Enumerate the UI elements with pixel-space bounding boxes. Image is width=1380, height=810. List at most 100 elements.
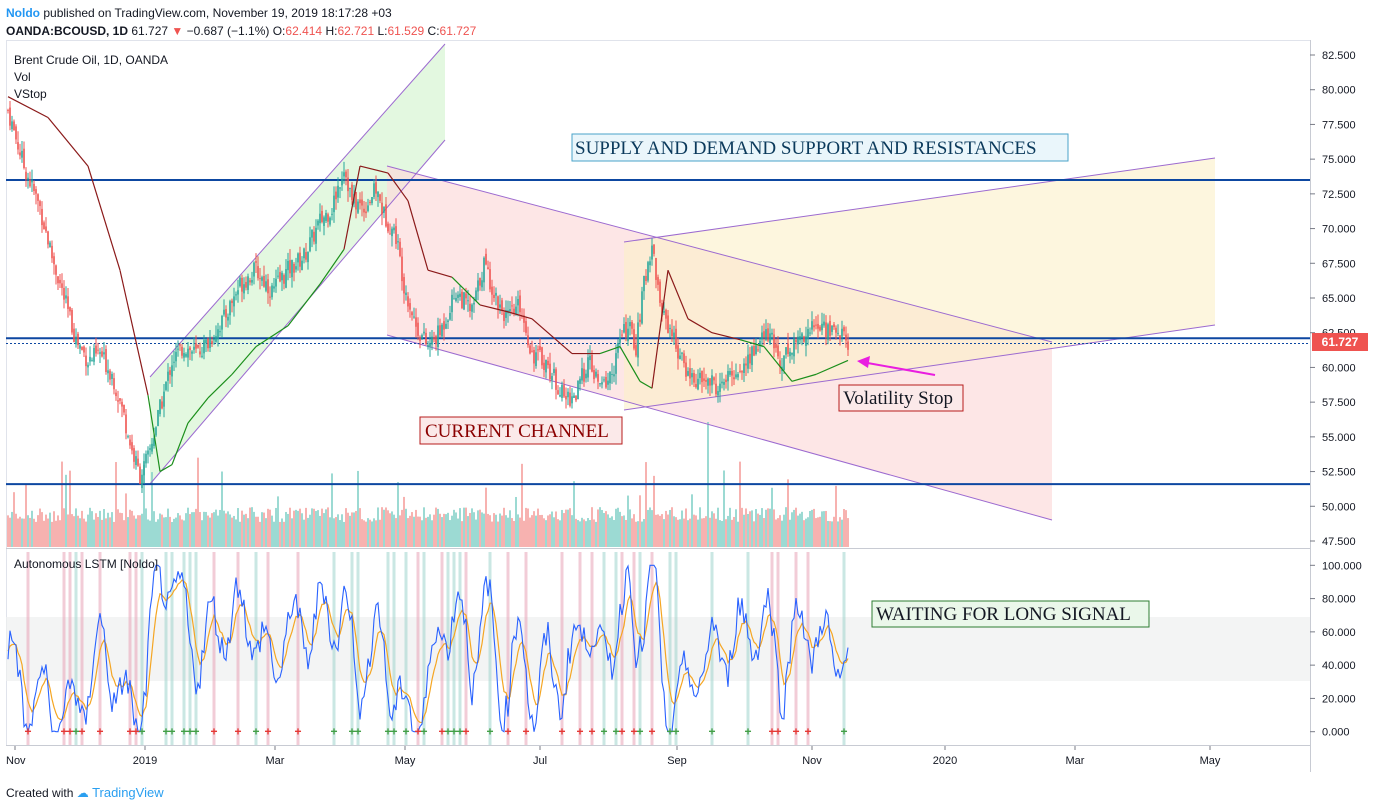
vstop-segment	[255, 325, 289, 348]
candle-body	[811, 321, 813, 330]
volume-bar	[309, 514, 311, 547]
candle-body	[727, 371, 729, 382]
footer: Created with ☁ TradingView	[6, 785, 164, 800]
lstm-signal-bar	[296, 552, 300, 745]
volume-bar	[727, 515, 729, 547]
candle-body	[157, 410, 159, 427]
candle-body	[549, 363, 551, 380]
price-tick-label: 80.000	[1322, 85, 1356, 97]
volume-bar	[477, 510, 479, 547]
candle-body	[721, 381, 723, 384]
legend-vol: Vol	[14, 70, 31, 84]
candle-body	[39, 201, 41, 207]
volume-bar	[457, 518, 459, 547]
candle-body	[451, 294, 453, 313]
lstm-marker: +	[132, 725, 139, 739]
low-label: L:	[377, 24, 388, 38]
volume-bar	[593, 519, 595, 547]
author-link[interactable]: Noldo	[6, 6, 40, 20]
volume-bar	[35, 521, 37, 547]
candle-body	[599, 383, 601, 385]
volume-bar	[405, 508, 407, 547]
candle-body	[509, 309, 511, 312]
channel-box	[419, 416, 623, 445]
volume-bar	[481, 512, 483, 547]
volume-bar	[413, 516, 415, 547]
candle-body	[421, 335, 423, 339]
candle-body	[67, 296, 69, 309]
candle-body	[569, 392, 571, 406]
volume-bar	[29, 517, 31, 547]
candle-body	[793, 338, 795, 357]
candle-body	[439, 325, 441, 336]
candle-body	[723, 381, 725, 385]
volume-bar	[239, 521, 241, 547]
lstm-marker: +	[504, 725, 511, 739]
candlesticks	[7, 101, 849, 494]
candle-body	[681, 352, 683, 354]
volume-bar	[371, 521, 373, 547]
volume-bar	[811, 509, 813, 547]
volume-bar	[85, 521, 87, 547]
candle-body	[217, 329, 219, 340]
tradingview-brand[interactable]: TradingView	[92, 785, 164, 800]
candle-body	[477, 280, 479, 292]
volume-bar	[15, 513, 17, 547]
volume-bar	[393, 514, 395, 547]
candle-body	[185, 354, 187, 357]
volume-bar	[571, 515, 573, 547]
volume-bar	[403, 496, 405, 547]
candle-body	[347, 177, 349, 192]
candle-body	[407, 296, 409, 307]
candle-body	[743, 363, 745, 373]
candle-body	[457, 294, 459, 298]
candle-body	[403, 277, 405, 294]
candle-body	[843, 327, 845, 332]
volume-bar	[87, 514, 89, 547]
volume-bar	[237, 508, 239, 547]
lstm-signal-bar	[164, 552, 168, 745]
candle-body	[379, 194, 381, 201]
volume-bar	[445, 514, 447, 547]
candle-body	[13, 121, 15, 131]
lstm-signal-bar	[332, 552, 336, 745]
volume-bar	[349, 515, 351, 547]
volatility-stop-line	[7, 96, 849, 473]
volume-bar	[287, 513, 289, 547]
lstm-marker: +	[186, 725, 193, 739]
lstm-marker: +	[126, 725, 133, 739]
candle-body	[357, 201, 359, 213]
candle-body	[687, 371, 689, 376]
price-tick-label: 55.000	[1322, 432, 1356, 444]
volume-bar	[21, 518, 23, 547]
candle-body	[7, 110, 9, 112]
volume-bar	[155, 521, 157, 547]
candle-body	[19, 152, 21, 156]
volume-bar	[491, 521, 493, 547]
vstop-segment	[187, 397, 209, 424]
candle-body	[303, 248, 305, 259]
lstm-signal-bar	[128, 552, 132, 745]
vstop-segment	[687, 318, 713, 334]
volume-bar	[281, 518, 283, 547]
volume-bar	[399, 515, 401, 547]
lstm-marker: +	[252, 725, 259, 739]
volume-bar	[639, 495, 641, 547]
volume-bar	[269, 509, 271, 547]
candle-body	[607, 380, 609, 385]
volume-bar	[209, 517, 211, 547]
candle-body	[37, 194, 39, 201]
volume-bar	[433, 514, 435, 547]
candle-body	[539, 346, 541, 350]
volume-bar	[157, 519, 159, 547]
volume-bar	[621, 516, 623, 547]
candle-body	[289, 260, 291, 274]
volume-bar	[327, 507, 329, 547]
candle-body	[187, 348, 189, 358]
lstm-marker: +	[612, 725, 619, 739]
candle-body	[119, 398, 121, 401]
vstop-segment	[159, 464, 173, 473]
candle-body	[323, 217, 325, 227]
lstm-tick-label: 60.000	[1322, 627, 1356, 639]
